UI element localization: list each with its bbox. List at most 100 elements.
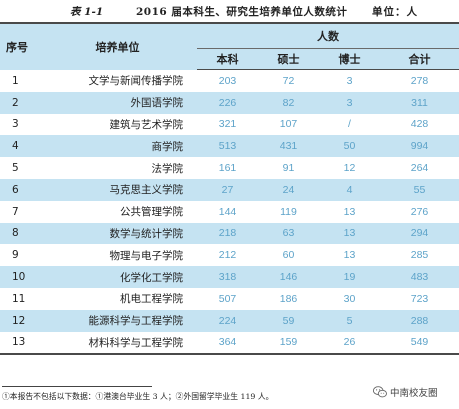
row-seq: 11 [0, 287, 38, 310]
row-seq: 4 [0, 135, 38, 158]
row-master-count: 119 [258, 200, 319, 223]
table-header: 序号 培养单位 人数 本科 硕士 博士 合计 [0, 22, 459, 70]
row-bachelor-count: 226 [197, 91, 258, 114]
row-bachelor-count: 218 [197, 222, 258, 245]
table-caption: 表 1-1 2016 届本科生、研究生培养单位人数统计 单位：人 [0, 2, 459, 18]
row-unit-name: 材料科学与工程学院 [38, 331, 197, 356]
row-seq: 13 [0, 331, 38, 356]
row-unit-name: 文学与新闻传播学院 [38, 69, 197, 92]
header-total: 合计 [380, 48, 459, 70]
row-total-count: 288 [380, 309, 459, 332]
row-unit-name: 能源科学与工程学院 [38, 309, 197, 332]
row-doctor-count: 12 [319, 157, 380, 179]
table-row: 5 法学院 161 91 12 264 [0, 157, 459, 179]
table-row: 10 化学化工学院 318 146 19 483 [0, 266, 459, 288]
row-master-count: 24 [258, 178, 319, 201]
watermark: 中南校友圈 [373, 385, 438, 399]
row-unit-name: 物理与电子学院 [38, 244, 197, 267]
row-bachelor-count: 203 [197, 69, 258, 92]
row-total-count: 55 [380, 178, 459, 201]
table-row: 6 马克思主义学院 27 24 4 55 [0, 178, 459, 201]
row-total-count: 483 [380, 266, 459, 288]
table-row: 1 文学与新闻传播学院 203 72 3 278 [0, 69, 459, 92]
row-doctor-count: 13 [319, 244, 380, 267]
row-doctor-count: 3 [319, 69, 380, 92]
header-count-group: 人数 [197, 22, 459, 49]
row-total-count: 994 [380, 135, 459, 158]
table-row: 7 公共管理学院 144 119 13 276 [0, 200, 459, 223]
row-doctor-count: 4 [319, 178, 380, 201]
watermark-text: 中南校友圈 [390, 388, 438, 399]
row-total-count: 428 [380, 113, 459, 136]
row-unit-name: 公共管理学院 [38, 200, 197, 223]
row-doctor-count: / [319, 113, 380, 136]
row-total-count: 723 [380, 287, 459, 310]
caption-number: 表 1-1 [70, 6, 104, 18]
row-unit-name: 商学院 [38, 135, 197, 158]
row-unit-name: 外国语学院 [38, 91, 197, 114]
row-total-count: 294 [380, 222, 459, 245]
row-unit-name: 化学化工学院 [38, 266, 197, 288]
row-doctor-count: 26 [319, 331, 380, 356]
header-seq: 序号 [0, 22, 38, 70]
row-doctor-count: 19 [319, 266, 380, 288]
statistics-table: 序号 培养单位 人数 本科 硕士 博士 合计 1 文学与新闻传播学院 203 72 3 2… [0, 22, 459, 356]
row-total-count: 264 [380, 157, 459, 179]
row-seq: 2 [0, 91, 38, 114]
row-master-count: 82 [258, 91, 319, 114]
row-seq: 1 [0, 69, 38, 92]
table-row: 9 物理与电子学院 212 60 13 285 [0, 244, 459, 267]
row-master-count: 186 [258, 287, 319, 310]
row-total-count: 549 [380, 331, 459, 356]
wechat-icon [373, 386, 387, 398]
row-bachelor-count: 144 [197, 200, 258, 223]
row-unit-name: 建筑与艺术学院 [38, 113, 197, 136]
caption-title: 2016 届本科生、研究生培养单位人数统计 [136, 6, 348, 18]
row-seq: 5 [0, 157, 38, 179]
table-row: 4 商学院 513 431 50 994 [0, 135, 459, 158]
row-bachelor-count: 161 [197, 157, 258, 179]
row-unit-name: 机电工程学院 [38, 287, 197, 310]
row-seq: 3 [0, 113, 38, 136]
row-total-count: 276 [380, 200, 459, 223]
row-master-count: 159 [258, 331, 319, 356]
table-row: 3 建筑与艺术学院 321 107/428 [0, 113, 459, 136]
row-bachelor-count: 364 [197, 331, 258, 356]
footnote: ①本报告不包括以下数据：①港澳台毕业生 3 人；②外国留学毕业生 119 人。 [2, 392, 274, 401]
row-bachelor-count: 27 [197, 178, 258, 201]
row-total-count: 278 [380, 69, 459, 92]
row-doctor-count: 3 [319, 91, 380, 114]
row-master-count: 59 [258, 309, 319, 332]
row-bachelor-count: 212 [197, 244, 258, 267]
row-master-count: 60 [258, 244, 319, 267]
row-master-count: 91 [258, 157, 319, 179]
row-doctor-count: 5 [319, 309, 380, 332]
row-doctor-count: 30 [319, 287, 380, 310]
table-row: 2 外国语学院 226 82 3 311 [0, 91, 459, 114]
row-bachelor-count: 224 [197, 309, 258, 332]
row-master-count: 107 [258, 113, 319, 136]
row-seq: 10 [0, 266, 38, 288]
header-master: 硕士 [258, 48, 319, 70]
table-row: 13 材料科学与工程学院 364 159 26 549 [0, 331, 459, 356]
row-master-count: 146 [258, 266, 319, 288]
header-bachelor: 本科 [197, 48, 258, 70]
header-doctor: 博士 [319, 48, 380, 70]
row-unit-name: 法学院 [38, 157, 197, 179]
row-seq: 8 [0, 222, 38, 245]
row-total-count: 285 [380, 244, 459, 267]
table-body: 1 文学与新闻传播学院 203 72 3 278 2 外国语学院 226 82 3 311 3 建筑与艺术… [0, 69, 459, 356]
header-unit: 培养单位 [38, 22, 197, 70]
table-row: 8 数学与统计学院 218 63 13 294 [0, 222, 459, 245]
row-bachelor-count: 318 [197, 266, 258, 288]
table-row: 12 能源科学与工程学院 224 59 5 288 [0, 309, 459, 332]
row-doctor-count: 13 [319, 222, 380, 245]
row-bachelor-count: 513 [197, 135, 258, 158]
row-unit-name: 马克思主义学院 [38, 178, 197, 201]
footnote-rule [2, 386, 152, 387]
row-seq: 7 [0, 200, 38, 223]
row-bachelor-count: 321 [197, 113, 258, 136]
caption-unit: 单位：人 [372, 6, 418, 18]
table-row: 11 机电工程学院 507 186 30 723 [0, 287, 459, 310]
row-total-count: 311 [380, 91, 459, 114]
